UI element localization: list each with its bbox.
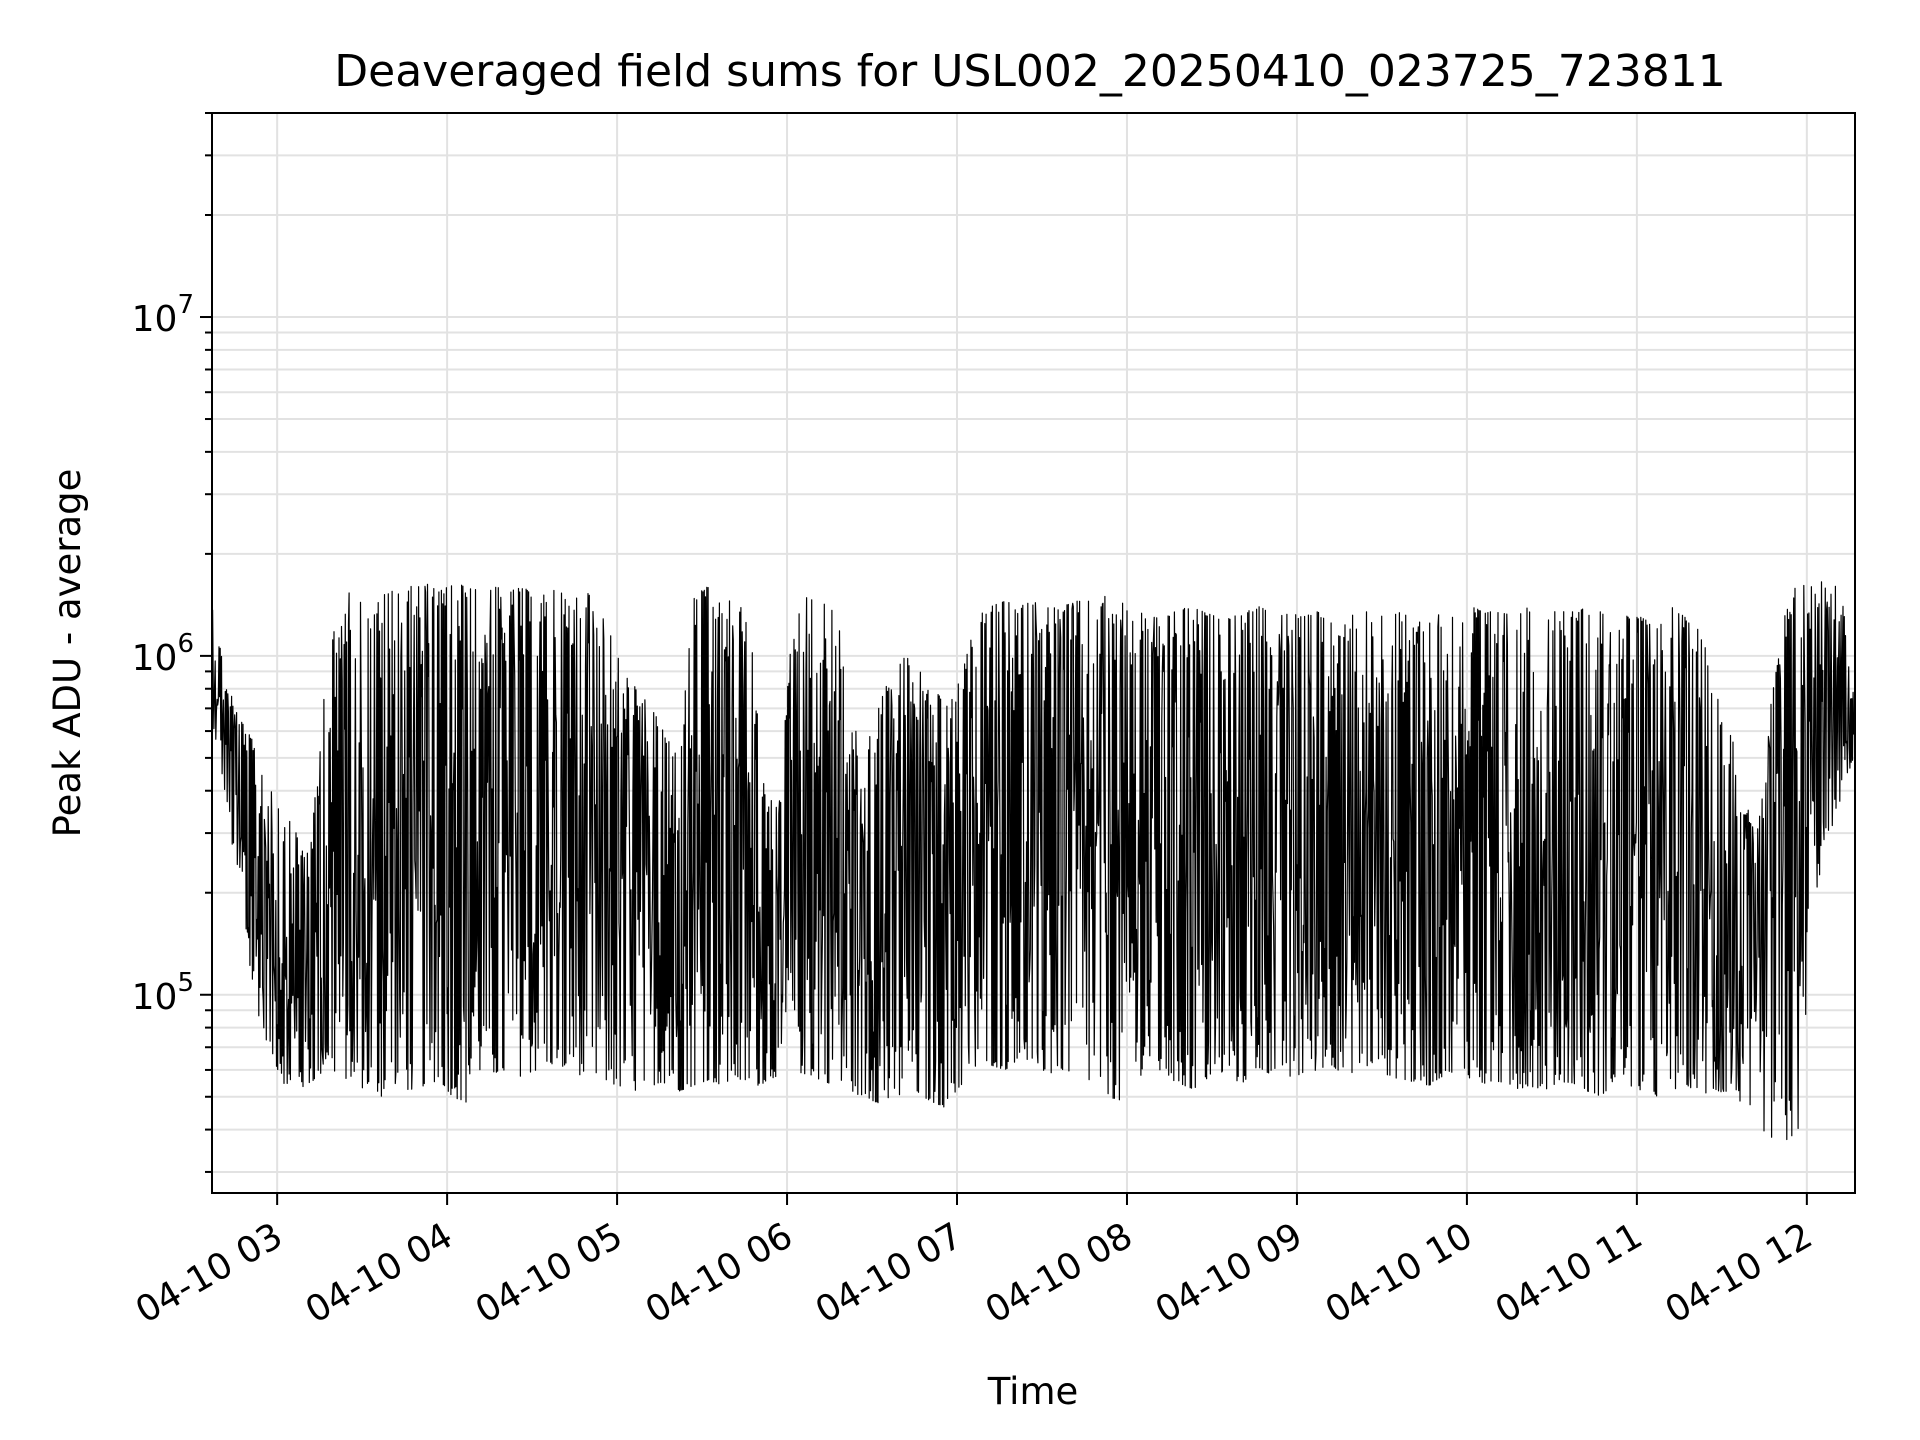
- x-tick-label: 04-10 07: [809, 1215, 970, 1331]
- x-tick-label: 04-10 06: [639, 1215, 800, 1331]
- x-tick-label: 04-10 12: [1659, 1215, 1820, 1331]
- x-tick-label: 04-10 10: [1319, 1215, 1480, 1331]
- x-tick-label: 04-10 04: [299, 1215, 460, 1331]
- plot-frame: [211, 112, 1856, 1194]
- y-tick-label: 107: [132, 290, 194, 340]
- x-axis-label: Time: [987, 1370, 1079, 1413]
- y-tick-label: 106: [132, 629, 194, 679]
- y-tick-label: 105: [132, 968, 194, 1018]
- y-axis-label: Peak ADU - average: [46, 469, 89, 838]
- x-tick-label: 04-10 05: [469, 1215, 630, 1331]
- plot-area: [211, 581, 1856, 1141]
- x-tick-label: 04-10 11: [1489, 1215, 1650, 1331]
- chart-title: Deaveraged field sums for USL002_2025041…: [334, 46, 1726, 97]
- x-tick-label: 04-10 03: [129, 1215, 290, 1331]
- x-tick-label: 04-10 09: [1149, 1215, 1310, 1331]
- series-line: [211, 581, 1856, 1141]
- x-tick-label: 04-10 08: [979, 1215, 1140, 1331]
